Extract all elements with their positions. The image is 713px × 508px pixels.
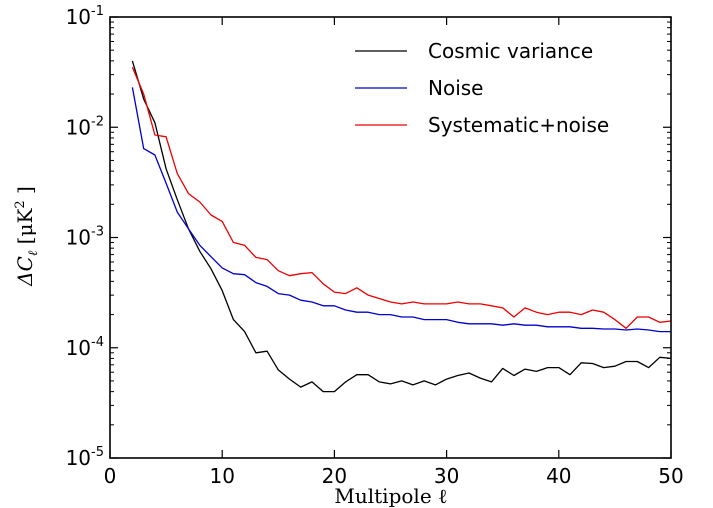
y-axis-title-prefix: ΔC [13, 256, 37, 287]
y-tick-label: 10-2 [66, 114, 104, 139]
y-axis-title-unit-close: ] [13, 186, 37, 200]
legend-label-noise: Noise [428, 76, 483, 100]
x-tick-label: 20 [322, 464, 347, 488]
y-tick-label-base: 10 [66, 446, 91, 470]
x-tick-label: 0 [104, 464, 117, 488]
y-axis-title-unit-power: 2 [13, 200, 28, 208]
series-line-systematic-noise [131, 67, 672, 329]
x-tick-label: 10 [209, 464, 234, 488]
y-tick-label-exponent: -3 [91, 225, 104, 240]
x-tick-label: 30 [434, 464, 459, 488]
y-tick-label: 10-3 [66, 225, 104, 250]
legend-label-cosmic-variance: Cosmic variance [428, 39, 593, 63]
y-axis-title-subscript: ℓ [26, 250, 41, 256]
y-axis-title-unit: [μK [13, 208, 37, 251]
y-tick-label: 10-1 [66, 4, 104, 29]
series-layer [131, 60, 672, 393]
series-line-cosmic-variance [131, 60, 672, 393]
y-tick-label-base: 10 [66, 5, 91, 29]
x-axis-title: Multipole ℓ [334, 484, 447, 508]
y-tick-label-base: 10 [66, 226, 91, 250]
y-tick-label-exponent: -1 [91, 4, 104, 19]
legend: Cosmic variance Noise Systematic+noise [355, 39, 609, 137]
x-tick-label: 50 [658, 464, 683, 488]
y-tick-label-base: 10 [66, 115, 91, 139]
y-tick-label: 10-4 [66, 335, 104, 360]
y-tick-label: 10-5 [66, 445, 104, 470]
y-tick-label-exponent: -5 [91, 445, 104, 460]
y-axis-title: ΔCℓ [μK2 ] [13, 186, 41, 287]
y-tick-label-exponent: -2 [91, 114, 104, 129]
series-line-noise [131, 87, 671, 333]
legend-label-systematic-noise: Systematic+noise [428, 113, 609, 137]
y-tick-label-base: 10 [66, 336, 91, 360]
y-tick-label-exponent: -4 [91, 335, 104, 350]
x-tick-label: 40 [546, 464, 571, 488]
plot-frame [109, 16, 672, 459]
